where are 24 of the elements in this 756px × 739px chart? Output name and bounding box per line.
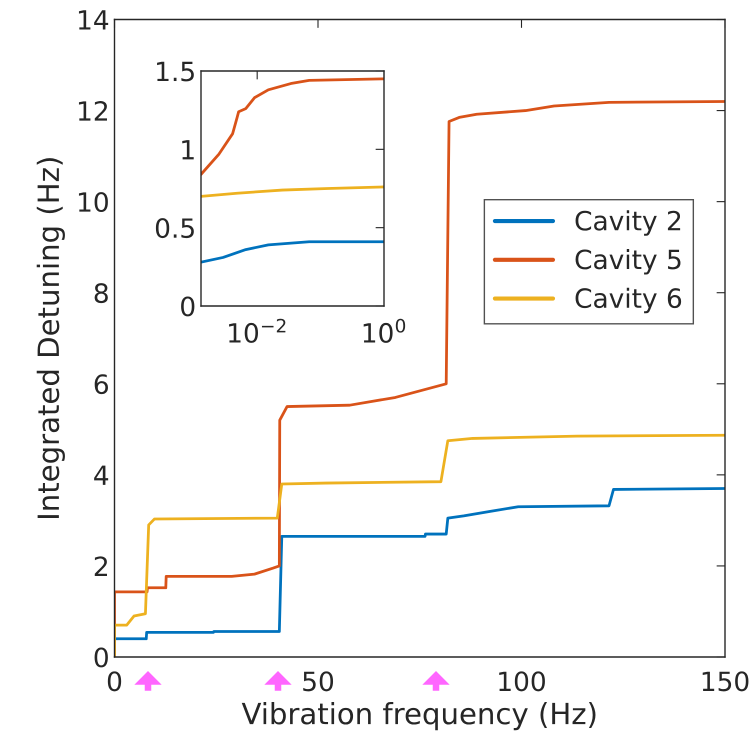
y-tick-label: 8 bbox=[94, 283, 108, 304]
y-tick-label: 2 bbox=[94, 556, 107, 576]
y-tick-label: 1.5 bbox=[157, 62, 194, 82]
y-axis-title: Integrated Detuning (Hz) bbox=[36, 158, 65, 518]
x-tick-label: 10$^{−2}$ bbox=[229, 318, 286, 343]
y-tick-label: 0 bbox=[181, 296, 194, 316]
y-tick-label: 0.5 bbox=[156, 218, 194, 238]
x-tick-label: 100 bbox=[499, 671, 545, 692]
x-tick-label: 0 bbox=[108, 671, 122, 692]
y-tick-label: 12 bbox=[78, 101, 107, 121]
x-tick-label: 50 bbox=[303, 671, 334, 692]
line-series bbox=[114, 487, 725, 640]
x-tick-label: 150 bbox=[702, 671, 748, 692]
y-tick-label: 4 bbox=[94, 466, 108, 485]
y-tick-label: 1 bbox=[182, 140, 194, 160]
legend-label: Cavity 2 bbox=[576, 210, 680, 236]
y-tick-label: 10 bbox=[78, 192, 108, 212]
y-tick-label: 6 bbox=[94, 374, 108, 394]
legend-label: Cavity 5 bbox=[576, 248, 680, 275]
x-tick-label: 10$^{0}$ bbox=[364, 318, 406, 343]
legend-label: Cavity 6 bbox=[576, 288, 682, 314]
x-axis-title: Vibration frequency (Hz) bbox=[242, 702, 596, 730]
y-tick-label: 0 bbox=[94, 647, 108, 668]
y-tick-label: 14 bbox=[78, 10, 108, 30]
